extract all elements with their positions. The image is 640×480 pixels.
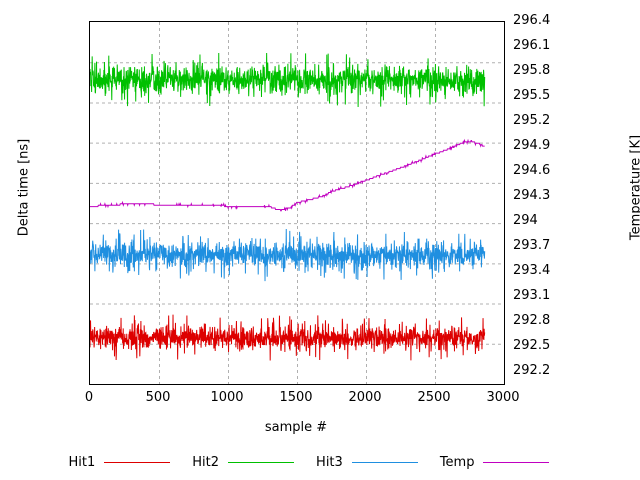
y2-tick-label: 293.4 xyxy=(513,262,551,278)
x-axis-title: sample # xyxy=(264,420,328,435)
legend-item-hit1[interactable]: Hit1 xyxy=(69,455,193,470)
y-axis-title: Delta time [ns] xyxy=(16,138,32,237)
series-hit3 xyxy=(90,229,486,282)
legend-item-hit3[interactable]: Hit3 xyxy=(316,455,440,470)
x-tick-label: 1000 xyxy=(210,390,244,405)
y2-tick-label: 292.8 xyxy=(513,312,551,328)
y2-tick-label: 294.9 xyxy=(513,137,551,153)
y2-tick-label: 292.5 xyxy=(513,337,551,353)
data-series-layer xyxy=(90,52,486,361)
legend-color-swatch xyxy=(228,461,295,463)
x-tick-label: 500 xyxy=(145,390,171,405)
x-tick-label: 2000 xyxy=(348,390,382,405)
legend: Hit1 Hit2 Hit3 Temp xyxy=(0,450,640,474)
y2-tick-label: 293.1 xyxy=(513,287,551,303)
legend-label: Hit1 xyxy=(68,454,96,470)
x-tick-label: 3000 xyxy=(486,390,520,405)
y2-tick-label: 294.3 xyxy=(513,187,551,203)
y2-tick-label: 296.1 xyxy=(513,37,551,53)
legend-label: Hit2 xyxy=(192,454,220,470)
plot-area xyxy=(89,21,505,385)
x-tick-label: 0 xyxy=(84,390,94,405)
series-hit2 xyxy=(90,52,486,108)
y2-tick-label: 292.2 xyxy=(513,362,551,378)
series-hit1 xyxy=(90,314,486,361)
legend-label: Temp xyxy=(439,454,475,470)
y2-tick-label: 295.5 xyxy=(513,87,551,103)
x-tick-label: 2500 xyxy=(417,390,451,405)
legend-color-swatch xyxy=(104,461,171,463)
y2-tick-label: 294.6 xyxy=(513,162,551,178)
legend-label: Hit3 xyxy=(316,454,343,470)
y2-tick-label: 296.4 xyxy=(513,13,551,28)
y2-tick-label: 293.7 xyxy=(513,237,551,253)
y2-axis-title: Temperature [K] xyxy=(628,134,640,241)
series-temp xyxy=(90,138,485,212)
legend-item-temp[interactable]: Temp xyxy=(440,455,572,470)
y2-tick-label: 294 xyxy=(513,212,538,228)
y2-tick-label: 295.2 xyxy=(513,112,551,128)
legend-color-swatch xyxy=(483,461,550,463)
legend-color-swatch xyxy=(351,461,418,463)
x-tick-label: 1500 xyxy=(279,390,313,405)
legend-item-hit2[interactable]: Hit2 xyxy=(192,455,316,470)
y2-tick-label: 295.8 xyxy=(513,62,551,78)
